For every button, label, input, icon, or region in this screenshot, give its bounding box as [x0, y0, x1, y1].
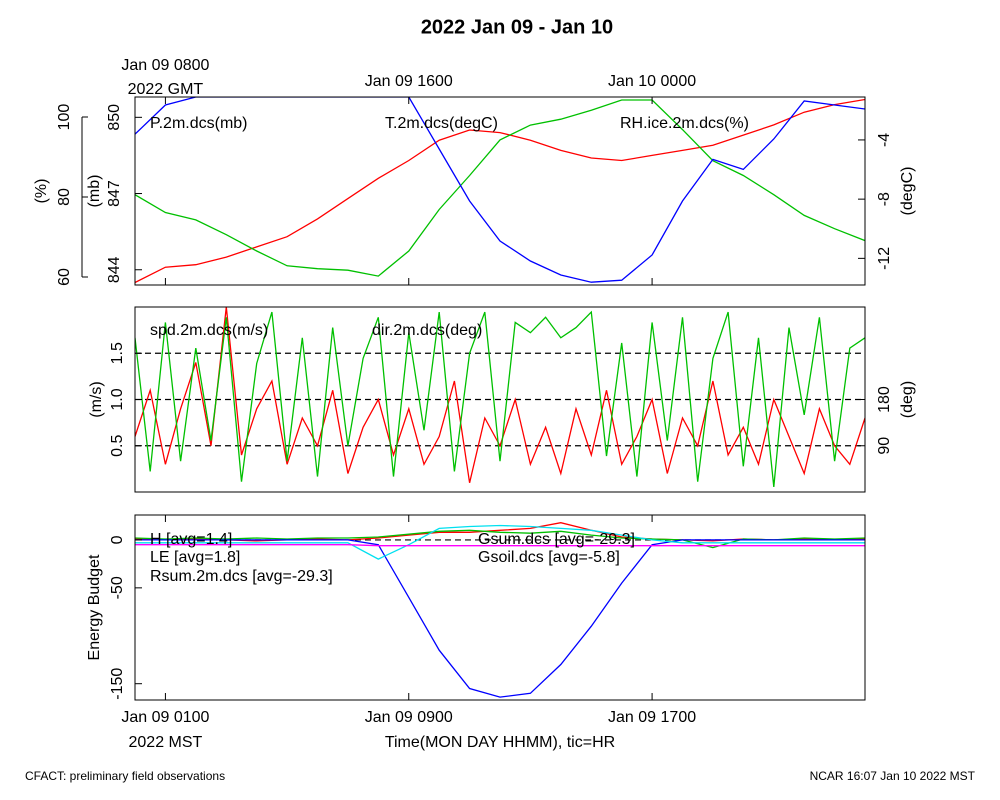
x-tick-label: Jan 09 0900 — [365, 709, 453, 726]
x-tick-note: 2022 GMT — [128, 81, 204, 98]
axis-label: Energy Budget — [86, 554, 103, 660]
x-tick-label: Jan 09 0100 — [121, 709, 209, 726]
plot-area — [135, 307, 865, 487]
legend-entry: P.2m.dcs(mb) — [150, 115, 248, 132]
y-tick-label: -8 — [876, 192, 893, 206]
y-tick-label: 850 — [106, 104, 123, 131]
plot-frame — [134, 514, 866, 701]
y-tick-label: 1.5 — [109, 342, 126, 364]
y-tick-label: 60 — [56, 268, 73, 286]
y-tick-label: 1.0 — [109, 388, 126, 410]
data-line — [135, 97, 865, 283]
y-tick-label: -12 — [876, 247, 893, 270]
plot-area — [135, 522, 865, 698]
legend-entry: RH.ice.2m.dcs(%) — [620, 115, 749, 132]
x-tick-label: Jan 10 0000 — [608, 73, 696, 90]
y-tick-label: -50 — [109, 576, 126, 599]
data-line — [135, 307, 865, 483]
plot-area — [135, 97, 865, 284]
data-line — [135, 310, 865, 487]
data-line — [135, 99, 865, 277]
legend-entry: Rsum.2m.dcs [avg=-29.3] — [150, 568, 333, 585]
y-tick-label: -150 — [109, 668, 126, 700]
y-tick-label: 847 — [106, 180, 123, 207]
legend-entry: spd.2m.dcs(m/s) — [150, 322, 268, 339]
plot-frame — [134, 96, 866, 286]
x-tick-label: Jan 09 1600 — [365, 73, 453, 90]
legend-entry: Gsum.dcs [avg=-29.3] — [478, 531, 635, 548]
data-line — [135, 544, 865, 547]
y-tick-label: -4 — [876, 133, 893, 147]
y-tick-label: 0.5 — [109, 435, 126, 457]
x-tick-label: Jan 09 0800 — [121, 57, 209, 74]
legend-entry: T.2m.dcs(degC) — [385, 115, 498, 132]
y-tick-label: 0 — [109, 535, 126, 544]
chart-title: 2022 Jan 09 - Jan 10 — [421, 16, 613, 38]
axis-label: (%) — [33, 179, 50, 204]
legend-entry: dir.2m.dcs(deg) — [372, 322, 482, 339]
footer-right: NCAR 16:07 Jan 10 2022 MST — [810, 769, 976, 783]
y-tick-label: 180 — [876, 386, 893, 413]
axis-label: (degC) — [899, 167, 916, 216]
y-tick-label: 844 — [106, 256, 123, 283]
data-line — [135, 539, 865, 698]
y-tick-label: 90 — [876, 437, 893, 455]
legend-entry: Gsoil.dcs [avg=-5.8] — [478, 549, 620, 566]
data-line — [135, 98, 865, 284]
legend-entry: H [avg=1.4] — [150, 531, 232, 548]
x-tick-label: Jan 09 1700 — [608, 709, 696, 726]
footer-left: CFACT: preliminary field observations — [25, 769, 225, 783]
axis-label: (m/s) — [88, 381, 105, 417]
y-tick-label: 80 — [56, 188, 73, 206]
x-tick-note: 2022 MST — [129, 734, 203, 751]
legend-entry: LE [avg=1.8] — [150, 549, 240, 566]
data-line — [135, 524, 865, 560]
axis-label: (mb) — [86, 175, 103, 208]
axis-label: (deg) — [899, 381, 916, 418]
x-axis-label: Time(MON DAY HHMM), tic=HR — [385, 734, 615, 751]
y-tick-label: 100 — [56, 104, 73, 131]
data-line — [135, 529, 865, 549]
